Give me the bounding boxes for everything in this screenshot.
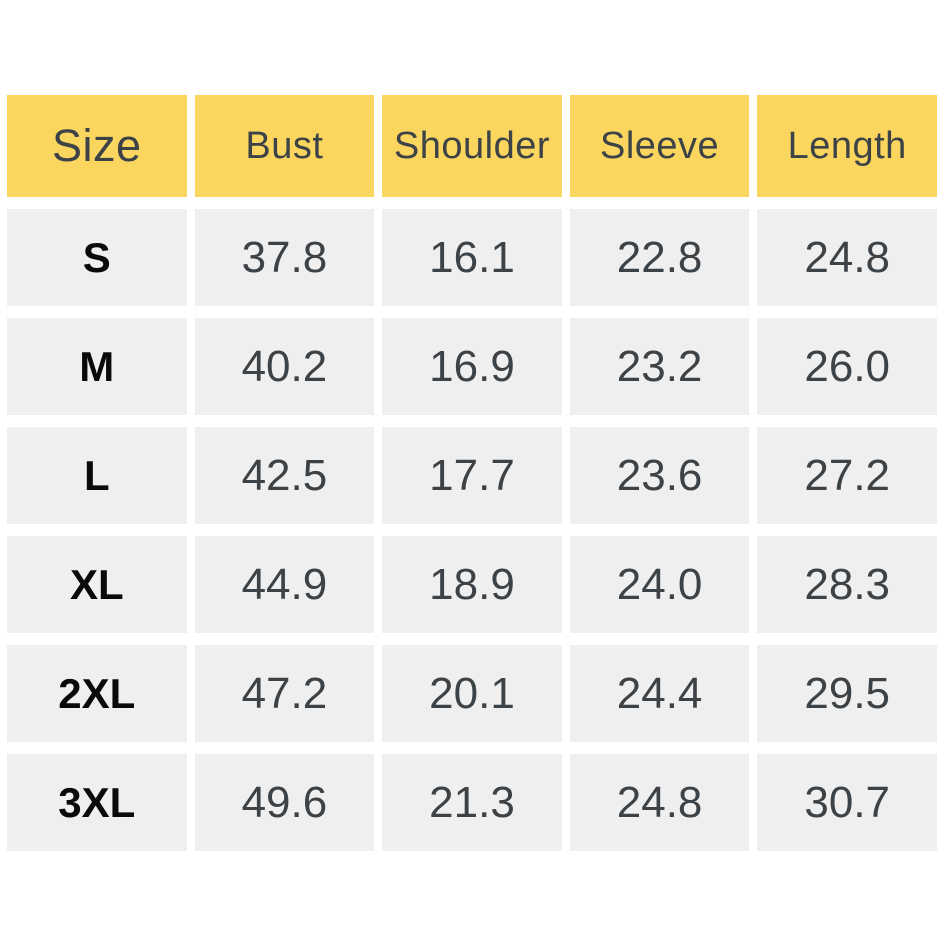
- column-header-sleeve: Sleeve: [569, 95, 750, 197]
- cell-3xl-sleeve: 24.8: [569, 754, 750, 851]
- cell-l-shoulder: 17.7: [382, 427, 562, 524]
- column-header-shoulder: Shoulder: [382, 95, 562, 197]
- cell-3xl-bust: 49.6: [194, 754, 375, 851]
- column-header-length: Length: [757, 95, 937, 197]
- cell-m-length: 26.0: [757, 318, 937, 415]
- cell-s-sleeve: 22.8: [569, 209, 750, 306]
- cell-l-sleeve: 23.6: [569, 427, 750, 524]
- column-header-bust: Bust: [194, 95, 375, 197]
- cell-s-length: 24.8: [757, 209, 937, 306]
- cell-m-shoulder: 16.9: [382, 318, 562, 415]
- cell-l-length: 27.2: [757, 427, 937, 524]
- cell-s-shoulder: 16.1: [382, 209, 562, 306]
- cell-2xl-sleeve: 24.4: [569, 645, 750, 742]
- cell-2xl-shoulder: 20.1: [382, 645, 562, 742]
- row-label-l: L: [7, 427, 187, 524]
- cell-xl-bust: 44.9: [194, 536, 375, 633]
- cell-m-bust: 40.2: [194, 318, 375, 415]
- cell-s-bust: 37.8: [194, 209, 375, 306]
- cell-m-sleeve: 23.2: [569, 318, 750, 415]
- row-label-m: M: [7, 318, 187, 415]
- column-header-size: Size: [7, 95, 187, 197]
- cell-2xl-bust: 47.2: [194, 645, 375, 742]
- cell-3xl-shoulder: 21.3: [382, 754, 562, 851]
- row-label-xl: XL: [7, 536, 187, 633]
- cell-xl-shoulder: 18.9: [382, 536, 562, 633]
- cell-2xl-length: 29.5: [757, 645, 937, 742]
- row-label-3xl: 3XL: [7, 754, 187, 851]
- cell-xl-sleeve: 24.0: [569, 536, 750, 633]
- cell-l-bust: 42.5: [194, 427, 375, 524]
- cell-3xl-length: 30.7: [757, 754, 937, 851]
- cell-xl-length: 28.3: [757, 536, 937, 633]
- row-label-s: S: [7, 209, 187, 306]
- row-label-2xl: 2XL: [7, 645, 187, 742]
- size-chart-table: Size Bust Shoulder Sleeve Length S 37.8 …: [7, 95, 937, 851]
